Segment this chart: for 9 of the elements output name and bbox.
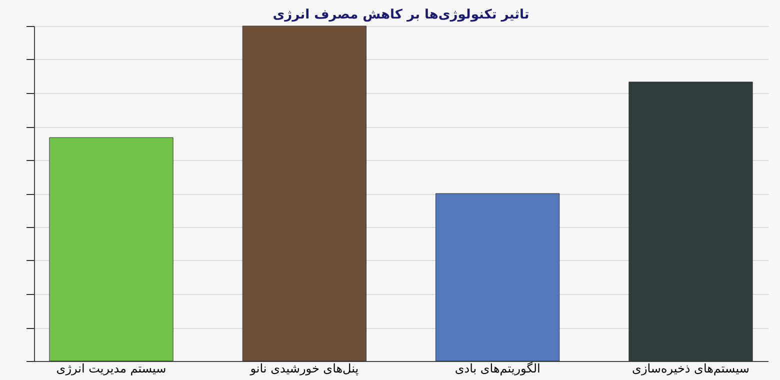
bar bbox=[436, 193, 560, 362]
bar bbox=[628, 82, 753, 362]
x-tick-label: الگوریتم‌های بادی bbox=[454, 362, 540, 376]
x-tick-label: سیستم‌های ذخیره‌سازی bbox=[632, 362, 750, 376]
chart-title: تاثیر تکنولوژی‌ها بر کاهش مصرف انرژی bbox=[272, 8, 530, 22]
x-tick-label: پنل‌های خورشیدی نانو bbox=[249, 362, 359, 376]
x-tick-label: سیستم مدیریت انرژی bbox=[56, 362, 166, 376]
bar bbox=[49, 137, 174, 362]
bar bbox=[242, 26, 366, 362]
